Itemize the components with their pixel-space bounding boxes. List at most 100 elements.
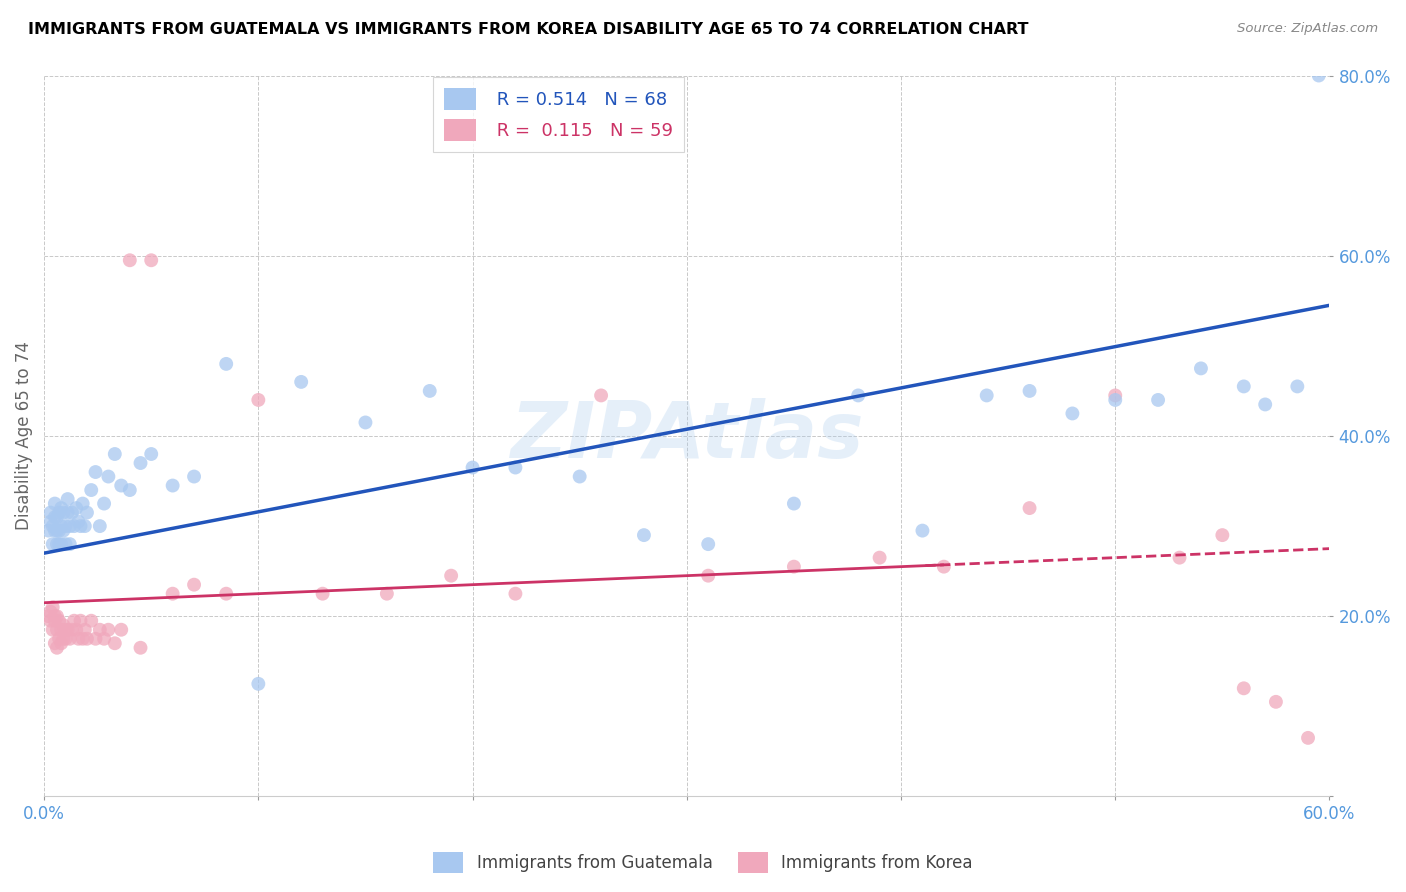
Point [76, 506, 98, 520]
Point [247, 392, 270, 407]
Point [1233, 379, 1256, 393]
Point [1189, 361, 1212, 376]
Point [48, 506, 70, 520]
Point [215, 587, 238, 601]
Point [76, 632, 98, 646]
Point [104, 447, 127, 461]
Point [52, 506, 75, 520]
Point [505, 460, 527, 475]
Text: ZIPAtlas: ZIPAtlas [510, 398, 863, 474]
Point [65, 623, 87, 637]
Point [932, 559, 955, 574]
Point [80, 614, 103, 628]
Point [44, 614, 66, 628]
Point [59, 632, 82, 646]
Point [80, 483, 103, 497]
Point [44, 497, 66, 511]
Point [104, 636, 127, 650]
Point [60, 506, 83, 520]
Point [48, 632, 70, 646]
Point [162, 587, 184, 601]
Point [84, 632, 107, 646]
Point [375, 587, 398, 601]
Point [69, 614, 91, 628]
Point [59, 519, 82, 533]
Point [39, 614, 62, 628]
Point [46, 537, 69, 551]
Point [59, 537, 82, 551]
Point [44, 524, 66, 538]
Legend:  R = 0.514   N = 68,  R =  0.115   N = 59: R = 0.514 N = 68, R = 0.115 N = 59 [433, 78, 683, 153]
Point [110, 623, 132, 637]
Point [1018, 501, 1040, 516]
Point [48, 537, 70, 551]
Point [110, 478, 132, 492]
Point [1062, 407, 1084, 421]
Point [63, 614, 86, 628]
Point [311, 587, 333, 601]
Point [37, 524, 59, 538]
Point [46, 640, 69, 655]
Point [183, 577, 205, 591]
Point [52, 524, 75, 538]
Point [48, 524, 70, 538]
Point [633, 528, 655, 542]
Y-axis label: Disability Age 65 to 74: Disability Age 65 to 74 [15, 342, 32, 531]
Point [783, 559, 806, 574]
Point [51, 501, 73, 516]
Point [55, 519, 77, 533]
Point [129, 456, 152, 470]
Point [419, 384, 441, 398]
Point [697, 537, 720, 551]
Point [52, 618, 75, 632]
Point [63, 519, 86, 533]
Point [67, 632, 90, 646]
Point [591, 388, 613, 402]
Point [118, 483, 141, 497]
Point [976, 388, 998, 402]
Point [67, 515, 90, 529]
Point [51, 537, 73, 551]
Point [215, 357, 238, 371]
Point [97, 469, 120, 483]
Point [1233, 681, 1256, 696]
Point [141, 253, 163, 268]
Point [505, 587, 527, 601]
Point [41, 623, 63, 637]
Point [44, 609, 66, 624]
Point [1018, 384, 1040, 398]
Point [1168, 550, 1191, 565]
Point [568, 469, 591, 483]
Point [44, 510, 66, 524]
Point [39, 506, 62, 520]
Point [72, 497, 94, 511]
Point [783, 497, 806, 511]
Point [48, 614, 70, 628]
Point [55, 623, 77, 637]
Point [39, 515, 62, 529]
Point [46, 510, 69, 524]
Point [141, 447, 163, 461]
Point [440, 568, 463, 582]
Point [1211, 528, 1233, 542]
Text: Source: ZipAtlas.com: Source: ZipAtlas.com [1237, 22, 1378, 36]
Point [1296, 731, 1319, 745]
Point [51, 623, 73, 637]
Point [1254, 397, 1277, 411]
Point [1147, 392, 1170, 407]
Legend: Immigrants from Guatemala, Immigrants from Korea: Immigrants from Guatemala, Immigrants fr… [427, 846, 979, 880]
Point [44, 636, 66, 650]
Point [846, 388, 869, 402]
Point [869, 550, 891, 565]
Point [41, 519, 63, 533]
Point [129, 640, 152, 655]
Point [697, 568, 720, 582]
Point [51, 636, 73, 650]
Point [46, 609, 69, 624]
Point [72, 632, 94, 646]
Point [1308, 69, 1330, 83]
Point [354, 416, 377, 430]
Point [93, 497, 115, 511]
Point [65, 501, 87, 516]
Point [56, 506, 79, 520]
